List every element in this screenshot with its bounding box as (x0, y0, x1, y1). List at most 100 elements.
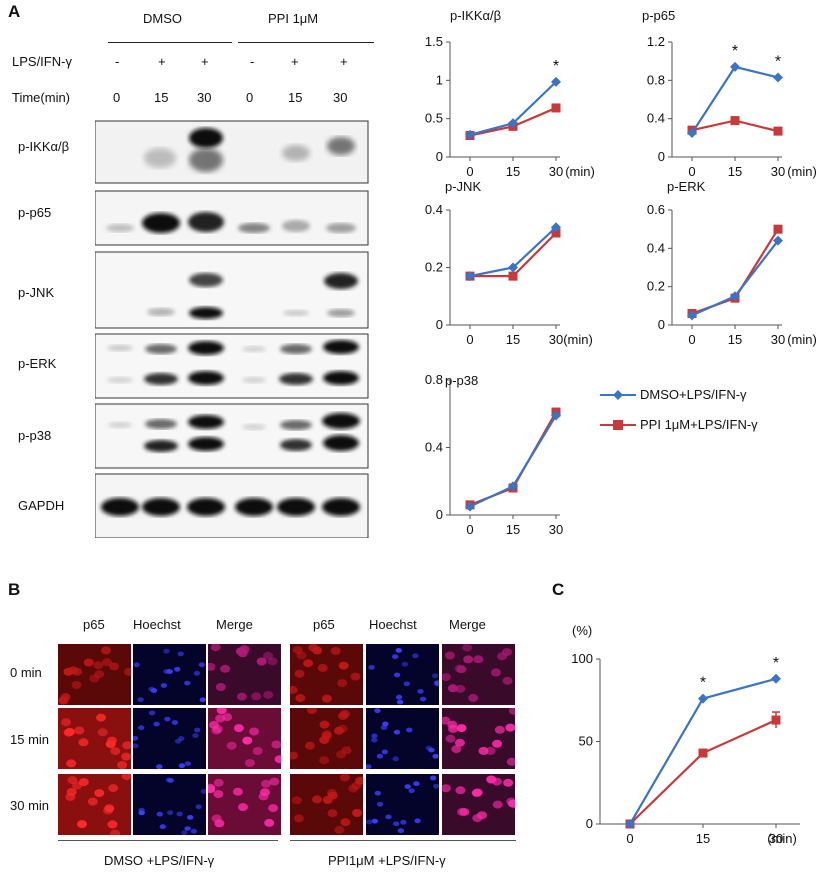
x-unit-label: (min) (767, 831, 797, 846)
data-point (698, 693, 708, 704)
x-tick-label: 15 (506, 164, 520, 179)
x-tick-label: 30 (771, 332, 785, 347)
blot-label-p38: p-p38 (18, 428, 52, 443)
col-header-p65: p65 (83, 617, 105, 632)
dmso-caption-line (58, 840, 278, 841)
y-tick-label: 0.8 (647, 72, 665, 87)
dmso-bracket-line (108, 42, 232, 43)
x-tick-label: 15 (728, 332, 742, 347)
fluorescence-image-mer (442, 644, 515, 705)
y-tick-label: 1 (436, 72, 443, 87)
ppi-caption-line (290, 840, 516, 841)
group-label-dmso: DMSO (143, 11, 182, 26)
legend-dmso: DMSO+LPS/IFN-γ (640, 387, 747, 402)
y-tick-label: 0 (436, 317, 443, 332)
fluorescence-image-hoe (133, 644, 206, 705)
western-blot-image (95, 120, 369, 538)
lps-mark: - (250, 54, 255, 69)
fluorescence-image-hoe (366, 774, 439, 835)
col-header-hoechst: Hoechst (133, 617, 181, 632)
fluorescence-image-hoe (133, 774, 206, 835)
chart-p-erk: 0 0.2 0.4 0.6 0 15 30 (min) p-ERK (647, 179, 817, 347)
time-mark: 15 (154, 90, 169, 105)
fluorescence-image-mer (208, 774, 281, 835)
group-label-ppi: PPI 1μM (268, 11, 319, 26)
col-header-merge: Merge (449, 617, 486, 632)
x-tick-label: 0 (466, 164, 473, 179)
blot-label-ikk: p-IKKα/β (18, 139, 70, 154)
fluorescence-image-p65 (290, 708, 363, 769)
col-header-merge: Merge (216, 617, 253, 632)
x-tick-label: 0 (688, 332, 695, 347)
data-point (508, 262, 518, 273)
ppi-bracket-line (238, 42, 374, 43)
chart-p-p38: 0 0.4 0.8 0 15 30 p-p38 (425, 372, 563, 535)
x-tick-label: 15 (506, 332, 520, 347)
data-point (771, 673, 781, 684)
lps-mark: + (340, 54, 348, 69)
data-point (730, 116, 740, 126)
chart-title: p-p65 (642, 8, 675, 23)
significance-asterisk: * (732, 43, 738, 60)
data-point (465, 501, 475, 512)
panel-a-label: A (8, 2, 21, 21)
x-tick-label: 0 (626, 831, 633, 846)
fluorescence-image-hoe (366, 644, 439, 705)
fluorescence-image-p65 (58, 774, 131, 835)
blot-label-p65: p-p65 (18, 205, 52, 220)
blot-label-erk: p-ERK (18, 356, 57, 371)
y-tick-label: 1.2 (647, 34, 665, 49)
significance-asterisk: * (775, 53, 781, 70)
blot-label-gapdh: GAPDH (18, 498, 65, 513)
lps-mark: + (158, 54, 166, 69)
x-unit-label: (min) (563, 332, 593, 347)
fluorescence-image-p65 (58, 708, 131, 769)
data-point (773, 224, 783, 234)
lps-mark: + (291, 54, 299, 69)
y-tick-label: 1.5 (425, 34, 443, 49)
panel-c-label: C (552, 580, 565, 599)
chart-panel-c: 0 50 100 0 15 30(min) (%) * * (571, 623, 800, 846)
y-tick-label: 0 (658, 149, 665, 164)
time-mark: 15 (288, 90, 303, 105)
col-header-p65: p65 (313, 617, 335, 632)
fluorescence-image-mer (442, 708, 515, 769)
time-mark: 30 (197, 90, 212, 105)
data-point (551, 76, 561, 87)
y-tick-label: 0 (436, 507, 443, 522)
y-tick-label: 0.2 (647, 279, 665, 294)
caption-ppi: PPI1μM +LPS/IFN-γ (328, 853, 446, 868)
x-tick-label: 30 (549, 522, 563, 535)
y-tick-label: 0 (586, 816, 593, 831)
significance-asterisk: * (553, 58, 559, 75)
data-point (551, 410, 561, 421)
data-point (551, 222, 561, 233)
chart-title: p-p38 (445, 373, 478, 388)
x-tick-label: 30 (549, 164, 563, 179)
time-mark: 0 (113, 90, 121, 105)
significance-asterisk: * (773, 655, 779, 672)
data-point (773, 126, 783, 136)
x-unit-label: (min) (787, 164, 817, 179)
x-tick-label: 30 (549, 332, 563, 347)
data-point (508, 118, 518, 129)
row-label-0min: 0 min (10, 665, 42, 680)
data-point (508, 481, 518, 492)
chart-p-ikk: 0 0.5 1 1.5 0 15 30 (min) p-IKKα/β * (425, 8, 595, 179)
chart-p-p65: 0 0.4 0.8 1.2 0 15 30 (min) p-p65 * * (642, 8, 817, 179)
y-tick-label: 0.5 (425, 111, 443, 126)
fluorescence-image-p65 (290, 774, 363, 835)
data-point (465, 129, 475, 140)
row-header-lps: LPS/IFN-γ (12, 54, 72, 69)
x-unit-label: (min) (787, 332, 817, 347)
data-point (687, 310, 697, 321)
y-tick-label: 0.8 (425, 372, 443, 387)
x-tick-label: 0 (466, 332, 473, 347)
y-tick-label: 0.4 (425, 440, 443, 455)
x-unit-label: (min) (565, 164, 595, 179)
y-tick-label: 0 (436, 149, 443, 164)
data-point (698, 748, 708, 758)
y-tick-label: 0.4 (647, 111, 665, 126)
data-point (773, 72, 783, 83)
data-point (551, 228, 561, 238)
